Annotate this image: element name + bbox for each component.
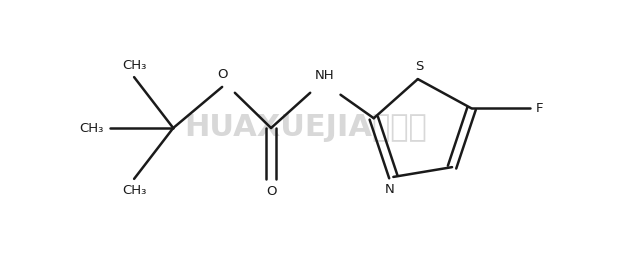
Text: S: S (415, 60, 424, 73)
Text: O: O (217, 68, 227, 81)
Text: HUAXUEJIA化学加: HUAXUEJIA化学加 (184, 113, 427, 143)
Text: CH₃: CH₃ (122, 59, 146, 72)
Text: O: O (266, 185, 276, 198)
Text: CH₃: CH₃ (79, 122, 104, 134)
Text: CH₃: CH₃ (122, 184, 146, 197)
Text: NH: NH (315, 69, 335, 82)
Text: F: F (536, 102, 544, 115)
Text: N: N (385, 183, 394, 196)
